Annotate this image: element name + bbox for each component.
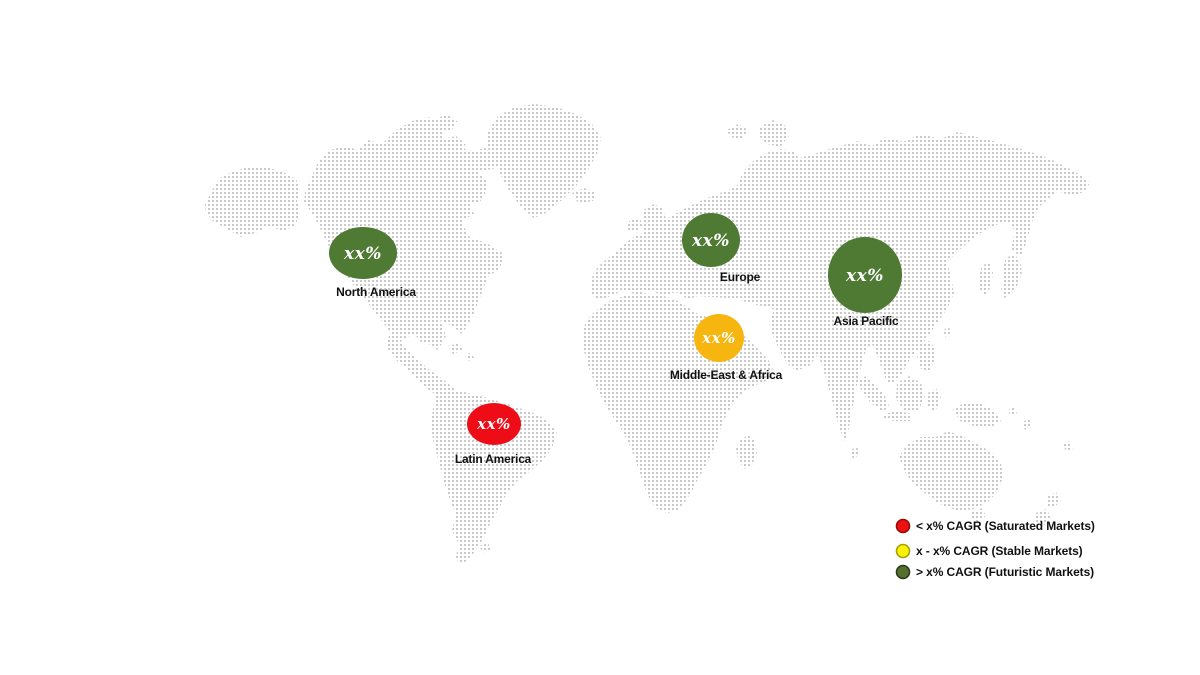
region-bubbles: xx% North America xx% Europe xx% Asia Pa…: [329, 213, 902, 466]
region-bubble-europe: xx% Europe: [682, 213, 761, 284]
legend-label-saturated: < x% CAGR (Saturated Markets): [916, 519, 1095, 533]
cagr-legend: < x% CAGR (Saturated Markets) x - x% CAG…: [895, 518, 1095, 580]
bubble-circle-middle-east-africa: [694, 314, 744, 362]
legend-label-stable: x - x% CAGR (Stable Markets): [916, 544, 1083, 558]
legend-item-futuristic: > x% CAGR (Futuristic Markets): [895, 564, 1094, 580]
greenland: [486, 104, 601, 218]
region-bubble-middle-east-africa: xx% Middle-East & Africa: [670, 314, 783, 382]
bubble-value-latin-america: xx%: [476, 415, 511, 433]
continent-south-america: [431, 386, 557, 564]
legend-item-stable: x - x% CAGR (Stable Markets): [895, 543, 1083, 559]
continent-europe-islands: [572, 120, 800, 237]
legend-dot-stable: [895, 543, 911, 559]
region-label-north-america: North America: [336, 285, 416, 299]
region-label-latin-america: Latin America: [455, 452, 532, 466]
region-label-europe: Europe: [720, 270, 761, 284]
legend-label-futuristic: > x% CAGR (Futuristic Markets): [916, 565, 1094, 579]
bubble-circle-north-america: [329, 227, 397, 279]
bubble-circle-latin-america: [467, 403, 521, 445]
bubble-value-europe: xx%: [691, 231, 730, 251]
legend-dot-saturated: [895, 518, 911, 534]
bubble-value-middle-east-africa: xx%: [701, 329, 736, 347]
region-bubble-latin-america: xx% Latin America: [455, 403, 532, 466]
region-label-asia-pacific: Asia Pacific: [834, 314, 899, 328]
region-label-middle-east-africa: Middle-East & Africa: [670, 368, 783, 382]
region-bubble-north-america: xx% North America: [329, 227, 417, 299]
bubble-value-asia-pacific: xx%: [845, 266, 884, 286]
continent-australia: [899, 431, 1061, 527]
bubble-circle-europe: [682, 213, 740, 267]
continent-africa: [582, 293, 774, 513]
legend-dot-futuristic: [895, 564, 911, 580]
asia-pacific-islands: [850, 254, 1073, 459]
legend-item-saturated: < x% CAGR (Saturated Markets): [895, 518, 1095, 534]
region-bubble-asia-pacific: xx% Asia Pacific: [828, 237, 902, 328]
arabian-peninsula: [769, 303, 822, 371]
world-map: [205, 104, 1090, 564]
bubble-value-north-america: xx%: [343, 244, 382, 264]
bubble-circle-asia-pacific: [828, 237, 902, 313]
